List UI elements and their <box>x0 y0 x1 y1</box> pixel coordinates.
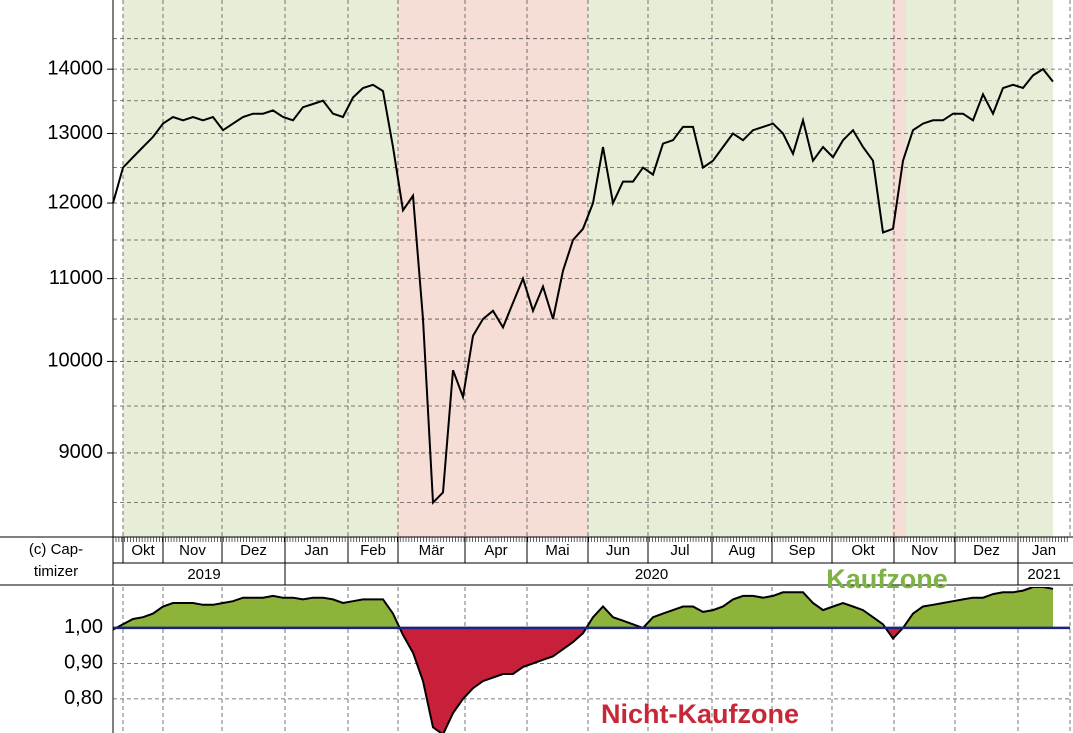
month-label: Okt <box>131 542 155 559</box>
month-label: Dez <box>240 542 267 559</box>
year-label: 2020 <box>635 566 668 583</box>
month-label: Mai <box>545 542 569 559</box>
year-label: 2021 <box>1027 566 1060 583</box>
y-tick-label: 10000 <box>47 350 103 372</box>
month-label: Jul <box>670 542 689 559</box>
month-label: Sep <box>789 542 816 559</box>
month-label: Nov <box>179 542 206 559</box>
y-tick-label: 12000 <box>47 191 103 213</box>
y-tick-label: 13000 <box>47 122 103 144</box>
month-label: Jan <box>1032 542 1056 559</box>
month-label: Jan <box>304 542 328 559</box>
y-tick-label: 11000 <box>49 267 103 289</box>
y-tick-label: 14000 <box>47 57 103 79</box>
y-tick-label: 9000 <box>59 441 104 463</box>
y-tick-label: 1,00 <box>64 616 103 638</box>
corner-label: (c) Cap- <box>29 541 83 558</box>
area-above <box>116 587 1053 628</box>
zone <box>892 0 906 537</box>
year-label: 2019 <box>187 566 220 583</box>
zone <box>398 0 588 537</box>
month-label: Aug <box>729 542 756 559</box>
zone <box>906 0 1053 537</box>
y-tick-label: 0,80 <box>64 687 103 709</box>
month-label: Apr <box>484 542 507 559</box>
y-tick-label: 0,90 <box>64 652 103 674</box>
month-label: Dez <box>973 542 1000 559</box>
zone <box>123 0 398 537</box>
month-label: Okt <box>851 542 875 559</box>
zone <box>588 0 892 537</box>
corner-label: timizer <box>34 563 78 580</box>
annotation: Kaufzone <box>826 564 948 594</box>
indicator-line <box>113 587 1054 733</box>
price-line <box>112 67 1054 505</box>
month-label: Nov <box>911 542 938 559</box>
month-label: Jun <box>606 542 630 559</box>
month-label: Mär <box>419 542 445 559</box>
month-label: Feb <box>360 542 386 559</box>
annotation: Nicht-Kaufzone <box>601 699 799 729</box>
